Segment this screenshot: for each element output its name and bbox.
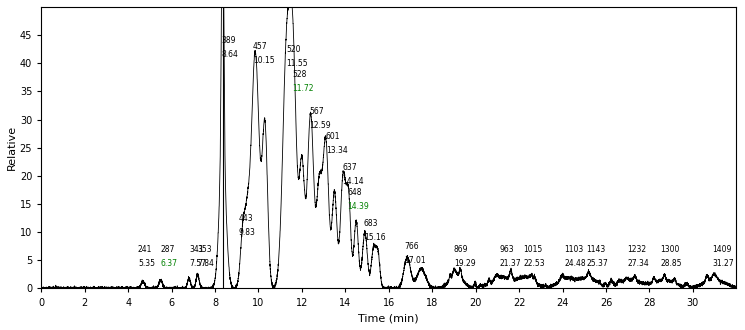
Text: 528: 528 bbox=[292, 70, 306, 79]
Text: 457: 457 bbox=[253, 42, 267, 51]
Text: 443: 443 bbox=[239, 214, 253, 223]
Text: 869: 869 bbox=[454, 245, 469, 253]
Text: 10.15: 10.15 bbox=[253, 56, 275, 65]
Y-axis label: Relative: Relative bbox=[7, 125, 17, 170]
Text: 963: 963 bbox=[500, 245, 514, 253]
Text: 12.59: 12.59 bbox=[309, 121, 331, 130]
Text: 9.83: 9.83 bbox=[239, 228, 256, 237]
Text: 766: 766 bbox=[404, 242, 419, 251]
Text: 567: 567 bbox=[309, 107, 324, 116]
Text: 1103: 1103 bbox=[565, 245, 584, 253]
Text: 28.85: 28.85 bbox=[660, 259, 682, 268]
Text: 1015: 1015 bbox=[524, 245, 542, 253]
Text: 14.39: 14.39 bbox=[347, 202, 370, 211]
Text: 1232: 1232 bbox=[628, 245, 647, 253]
Text: 7.57: 7.57 bbox=[189, 259, 206, 268]
Text: 1409: 1409 bbox=[712, 245, 732, 253]
Text: 24.48: 24.48 bbox=[565, 259, 586, 268]
Text: 1143: 1143 bbox=[586, 245, 606, 253]
Text: 389: 389 bbox=[221, 36, 236, 45]
Text: 15.16: 15.16 bbox=[364, 233, 385, 242]
Text: 601: 601 bbox=[326, 132, 340, 141]
Text: 353: 353 bbox=[197, 245, 212, 253]
Text: 25.37: 25.37 bbox=[586, 259, 608, 268]
Text: 17.01: 17.01 bbox=[404, 256, 425, 265]
Text: 683: 683 bbox=[364, 219, 378, 228]
Text: 1300: 1300 bbox=[660, 245, 679, 253]
Text: 21.37: 21.37 bbox=[500, 259, 522, 268]
Text: 19.29: 19.29 bbox=[454, 259, 475, 268]
Text: 287: 287 bbox=[161, 245, 175, 253]
Text: 11.72: 11.72 bbox=[292, 84, 314, 93]
Text: 22.53: 22.53 bbox=[524, 259, 545, 268]
Text: 341: 341 bbox=[189, 245, 203, 253]
Text: 7.84: 7.84 bbox=[197, 259, 215, 268]
Text: 6.37: 6.37 bbox=[161, 259, 178, 268]
X-axis label: Time (min): Time (min) bbox=[358, 313, 419, 323]
Text: 8.64: 8.64 bbox=[221, 50, 238, 59]
Text: 648: 648 bbox=[347, 188, 362, 197]
Text: 13.34: 13.34 bbox=[326, 146, 347, 155]
Text: 27.34: 27.34 bbox=[628, 259, 650, 268]
Text: 241: 241 bbox=[138, 245, 152, 253]
Text: 5.35: 5.35 bbox=[138, 259, 155, 268]
Text: 11.55: 11.55 bbox=[287, 59, 308, 68]
Text: 31.27: 31.27 bbox=[712, 259, 734, 268]
Text: 637: 637 bbox=[342, 163, 357, 172]
Text: 520: 520 bbox=[287, 45, 301, 54]
Text: 14.14: 14.14 bbox=[342, 177, 364, 186]
